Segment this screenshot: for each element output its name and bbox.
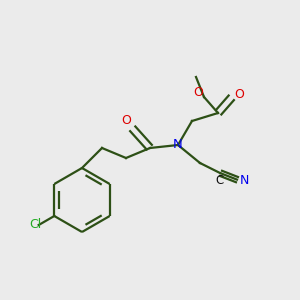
Text: O: O <box>121 113 131 127</box>
Text: N: N <box>239 173 249 187</box>
Text: O: O <box>234 88 244 100</box>
Text: C: C <box>215 173 223 187</box>
Text: Cl: Cl <box>30 218 42 232</box>
Text: N: N <box>173 139 183 152</box>
Text: O: O <box>193 86 203 100</box>
